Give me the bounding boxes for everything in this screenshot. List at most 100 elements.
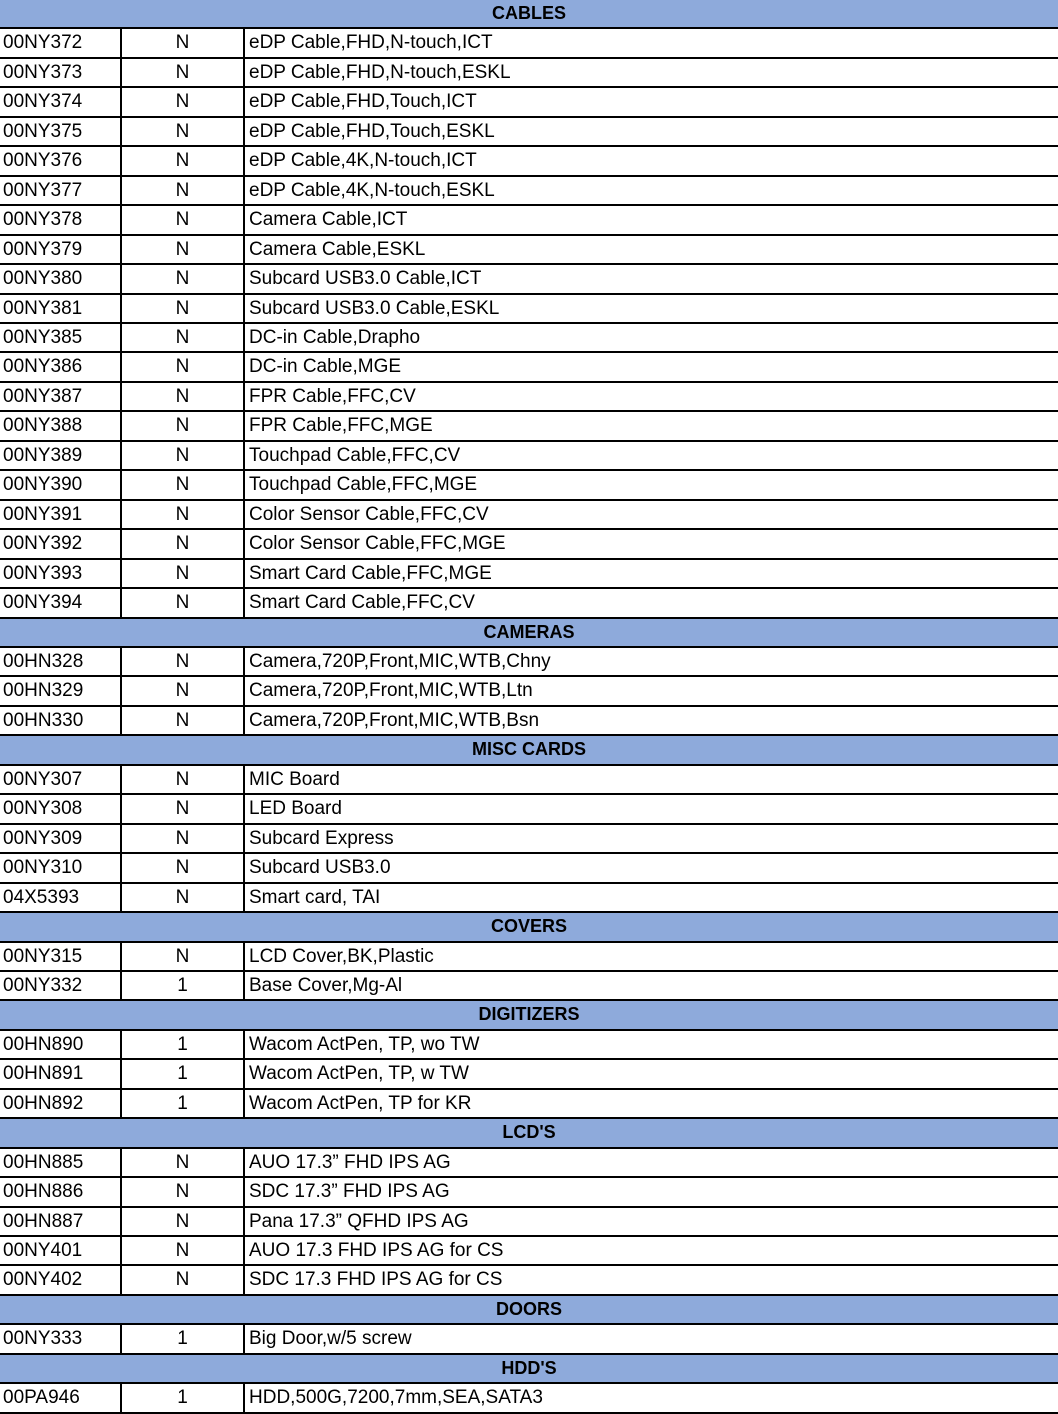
description-cell: SDC 17.3 FHD IPS AG for CS <box>249 1269 503 1291</box>
part-number-cell: 00NY392 <box>0 530 122 558</box>
table-row: 00NY402 N SDC 17.3 FHD IPS AG for CS <box>0 1266 1058 1296</box>
description-cell: Camera Cable,ESKL <box>249 238 426 260</box>
description-cell: Subcard USB3.0 Cable,ESKL <box>249 297 500 319</box>
description-cell: LED Board <box>249 798 342 820</box>
part-number-cell: 00NY391 <box>0 500 122 529</box>
part-number-cell: 00NY389 <box>0 441 122 470</box>
part-number-cell: 00NY333 <box>0 1325 122 1353</box>
part-number-cell: 00NY385 <box>0 323 122 352</box>
quantity-cell: N <box>122 824 245 853</box>
part-number-cell: 00HN328 <box>0 647 122 676</box>
table-row: 00HN329 N Camera,720P,Front,MIC,WTB,Ltn <box>0 677 1058 707</box>
description-cell: FPR Cable,FFC,CV <box>249 385 416 407</box>
part-number-cell: 00HN886 <box>0 1178 122 1206</box>
description-cell: LCD Cover,BK,Plastic <box>249 945 434 967</box>
description-cell: eDP Cable,FHD,N-touch,ESKL <box>249 61 511 83</box>
table-row: 00HN892 1 Wacom ActPen, TP for KR <box>0 1089 1058 1120</box>
description-cell: Touchpad Cable,FFC,MGE <box>249 474 478 496</box>
table-row: 00NY401 N AUO 17.3 FHD IPS AG for CS <box>0 1237 1058 1267</box>
description-cell: eDP Cable,4K,N-touch,ESKL <box>249 179 495 201</box>
part-number-cell: 00HN885 <box>0 1148 122 1177</box>
description-cell: Subcard USB3.0 Cable,ICT <box>249 268 482 290</box>
description-cell: Camera,720P,Front,MIC,WTB,Chny <box>249 650 551 672</box>
description-cell: Wacom ActPen, TP for KR <box>249 1092 472 1114</box>
quantity-cell: N <box>122 589 245 617</box>
quantity-cell: N <box>122 1266 245 1294</box>
description-cell: Smart Card Cable,FFC,CV <box>249 592 475 614</box>
description-cell: Smart card, TAI <box>249 886 381 908</box>
table-row: 00NY333 1 Big Door,w/5 screw <box>0 1325 1058 1355</box>
quantity-cell: N <box>122 706 245 735</box>
table-row: 00HN885 N AUO 17.3” FHD IPS AG <box>0 1148 1058 1179</box>
description-cell: eDP Cable,FHD,N-touch,ICT <box>249 32 493 54</box>
table-row: 00NY381 N Subcard USB3.0 Cable,ESKL <box>0 294 1058 324</box>
part-number-cell: 00NY374 <box>0 88 122 116</box>
quantity-cell: N <box>122 117 245 146</box>
part-number-cell: 04X5393 <box>0 883 122 912</box>
part-number-cell: 00NY381 <box>0 294 122 322</box>
quantity-cell: N <box>122 647 245 676</box>
description-cell: DC-in Cable,MGE <box>249 356 402 378</box>
table-row: 00NY391 N Color Sensor Cable,FFC,CV <box>0 500 1058 531</box>
quantity-cell: N <box>122 854 245 882</box>
quantity-cell: N <box>122 58 245 87</box>
quantity-cell: N <box>122 235 245 264</box>
table-row: 00NY389 N Touchpad Cable,FFC,CV <box>0 441 1058 472</box>
quantity-cell: N <box>122 559 245 588</box>
quantity-cell: N <box>122 412 245 440</box>
quantity-cell: N <box>122 265 245 293</box>
quantity-cell: N <box>122 530 245 558</box>
part-number-cell: 00HN890 <box>0 1030 122 1059</box>
table-row: 00NY310 N Subcard USB3.0 <box>0 854 1058 884</box>
quantity-cell: N <box>122 147 245 175</box>
table-row: 00NY380 N Subcard USB3.0 Cable,ICT <box>0 265 1058 295</box>
table-row: 00HN890 1 Wacom ActPen, TP, wo TW <box>0 1030 1058 1061</box>
table-row: 00NY388 N FPR Cable,FFC,MGE <box>0 412 1058 442</box>
section-header: CAMERAS <box>0 618 1058 648</box>
quantity-cell: N <box>122 382 245 411</box>
part-number-cell: 00NY376 <box>0 147 122 175</box>
description-cell: Color Sensor Cable,FFC,CV <box>249 503 489 525</box>
part-number-cell: 00PA946 <box>0 1384 122 1412</box>
quantity-cell: N <box>122 1178 245 1206</box>
quantity-cell: N <box>122 176 245 205</box>
quantity-cell: N <box>122 441 245 470</box>
description-cell: Big Door,w/5 screw <box>249 1328 412 1350</box>
description-cell: AUO 17.3 FHD IPS AG for CS <box>249 1240 504 1262</box>
quantity-cell: N <box>122 942 245 970</box>
description-cell: Pana 17.3” QFHD IPS AG <box>249 1210 469 1232</box>
quantity-cell: N <box>122 353 245 381</box>
quantity-cell: 1 <box>122 971 245 1000</box>
part-number-cell: 00NY401 <box>0 1237 122 1265</box>
part-number-cell: 00NY393 <box>0 559 122 588</box>
section-header: MISC CARDS <box>0 736 1058 766</box>
table-row: 00NY392 N Color Sensor Cable,FFC,MGE <box>0 530 1058 560</box>
table-row: 00NY386 N DC-in Cable,MGE <box>0 353 1058 383</box>
part-number-cell: 00NY315 <box>0 942 122 970</box>
part-number-cell: 00NY379 <box>0 235 122 264</box>
description-cell: HDD,500G,7200,7mm,SEA,SATA3 <box>249 1387 543 1409</box>
table-row: 00HN330 N Camera,720P,Front,MIC,WTB,Bsn <box>0 706 1058 737</box>
quantity-cell: N <box>122 294 245 322</box>
table-row: 00PA946 1 HDD,500G,7200,7mm,SEA,SATA3 <box>0 1384 1058 1414</box>
part-number-cell: 00NY373 <box>0 58 122 87</box>
quantity-cell: N <box>122 88 245 116</box>
part-number-cell: 00NY380 <box>0 265 122 293</box>
part-number-cell: 00NY372 <box>0 29 122 57</box>
quantity-cell: 1 <box>122 1089 245 1118</box>
part-number-cell: 00NY394 <box>0 589 122 617</box>
description-cell: Subcard Express <box>249 827 394 849</box>
description-cell: AUO 17.3” FHD IPS AG <box>249 1151 451 1173</box>
quantity-cell: 1 <box>122 1060 245 1088</box>
quantity-cell: N <box>122 1207 245 1236</box>
description-cell: eDP Cable,FHD,Touch,ICT <box>249 91 477 113</box>
part-number-cell: 00NY375 <box>0 117 122 146</box>
description-cell: eDP Cable,FHD,Touch,ESKL <box>249 120 495 142</box>
description-cell: Base Cover,Mg-Al <box>249 974 403 996</box>
part-number-cell: 00HN892 <box>0 1089 122 1118</box>
table-row: 00HN891 1 Wacom ActPen, TP, w TW <box>0 1060 1058 1090</box>
